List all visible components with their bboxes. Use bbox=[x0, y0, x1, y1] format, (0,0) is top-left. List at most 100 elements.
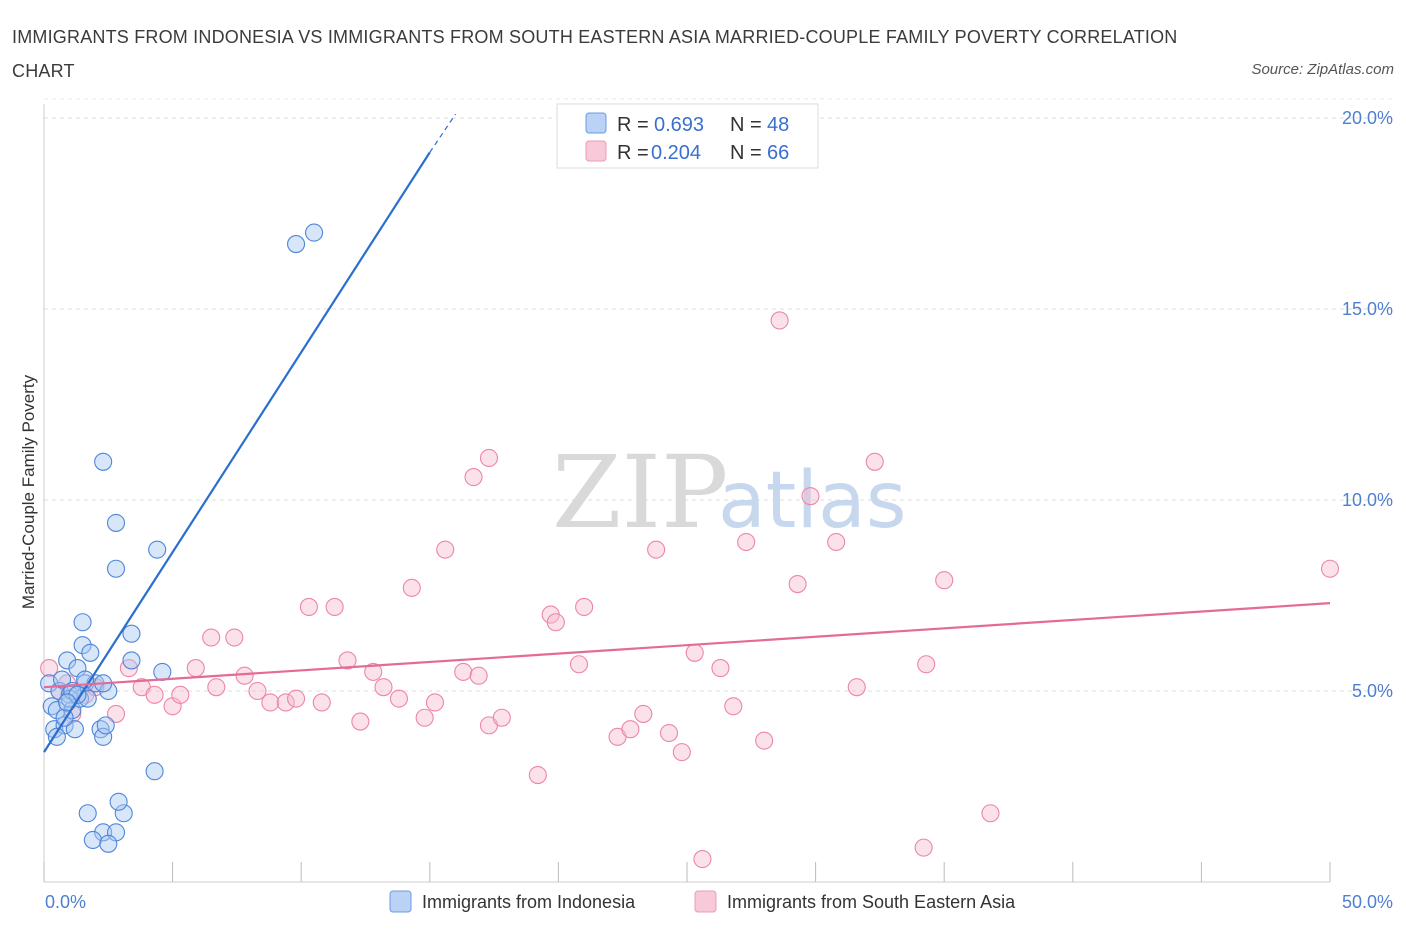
sea-point bbox=[528, 765, 547, 785]
sea-point bbox=[914, 838, 933, 857]
sea-point bbox=[171, 685, 190, 704]
indonesia-point bbox=[94, 727, 113, 746]
sea-point bbox=[202, 628, 221, 647]
sea-point bbox=[847, 678, 866, 697]
legend-n-label: N = bbox=[730, 142, 762, 164]
trend-line-sea bbox=[43, 602, 1331, 689]
sea-point bbox=[647, 540, 666, 559]
gridlines bbox=[44, 98, 1392, 692]
sea-point bbox=[106, 704, 126, 723]
x-tick-labels: 0.0% 50.0% bbox=[45, 892, 1393, 912]
x-tick-label: 50.0% bbox=[1342, 892, 1393, 912]
indonesia-point bbox=[58, 651, 77, 670]
sea-point bbox=[145, 685, 164, 704]
indonesia-point bbox=[47, 727, 66, 746]
indonesia-point bbox=[47, 701, 66, 720]
bottom-legend-swatch-indonesia bbox=[389, 890, 412, 913]
sea-point bbox=[276, 693, 295, 712]
sea-point bbox=[415, 708, 434, 727]
sea-point bbox=[207, 678, 226, 697]
watermark-atlas: atlas bbox=[718, 456, 907, 546]
sea-point bbox=[634, 704, 653, 723]
indonesia-point bbox=[109, 792, 128, 811]
sea-point bbox=[248, 681, 267, 701]
y-tick-label: 10.0% bbox=[1342, 490, 1393, 510]
sea-point bbox=[672, 743, 691, 762]
x-tick-label: 0.0% bbox=[45, 892, 86, 912]
sea-point bbox=[546, 613, 565, 632]
sea-point bbox=[711, 659, 730, 678]
indonesia-point bbox=[73, 613, 92, 632]
sea-point bbox=[755, 731, 774, 750]
legend-r-label: R = bbox=[617, 114, 649, 136]
sea-point bbox=[569, 655, 589, 674]
trend-line-indonesia-extension bbox=[429, 113, 457, 153]
legend-swatch-sea bbox=[585, 140, 607, 162]
legend-n-value: 48 bbox=[767, 114, 789, 136]
sea-point bbox=[479, 448, 499, 468]
sea-point bbox=[827, 532, 846, 552]
sea-point bbox=[402, 578, 421, 597]
y-tick-label: 15.0% bbox=[1342, 299, 1393, 319]
indonesia-point bbox=[99, 834, 118, 853]
sea-point bbox=[492, 708, 511, 727]
series-sea-points bbox=[40, 311, 1340, 869]
y-tick-labels: 5.0% 10.0% 15.0% 20.0% bbox=[1342, 108, 1393, 701]
chart-title: IMMIGRANTS FROM INDONESIA VS IMMIGRANTS … bbox=[12, 27, 1178, 81]
bottom-legend-label-sea: Immigrants from South Eastern Asia bbox=[727, 892, 1016, 912]
sea-point bbox=[425, 693, 444, 712]
indonesia-point bbox=[153, 662, 172, 681]
bottom-legend: Immigrants from Indonesia Immigrants fro… bbox=[389, 890, 1016, 913]
indonesia-point bbox=[81, 643, 100, 662]
indonesia-point bbox=[106, 513, 126, 532]
y-tick-label: 20.0% bbox=[1342, 108, 1393, 128]
indonesia-point bbox=[145, 762, 164, 781]
sea-point bbox=[261, 693, 280, 712]
legend-r-value: 0.693 bbox=[654, 114, 704, 136]
sea-point bbox=[935, 571, 954, 590]
bottom-legend-swatch-sea bbox=[694, 890, 717, 913]
sea-point bbox=[299, 597, 318, 617]
sea-point bbox=[801, 487, 820, 506]
sea-point bbox=[454, 662, 473, 681]
indonesia-point bbox=[287, 235, 306, 254]
indonesia-point bbox=[96, 716, 115, 735]
indonesia-point bbox=[305, 223, 324, 242]
trend-line-indonesia bbox=[43, 151, 431, 753]
indonesia-point bbox=[94, 452, 113, 471]
trend-lines bbox=[43, 113, 1331, 753]
sea-point bbox=[917, 655, 936, 674]
sea-point bbox=[325, 597, 344, 617]
sea-point bbox=[737, 532, 756, 552]
sea-point bbox=[788, 574, 807, 594]
indonesia-point bbox=[148, 540, 167, 559]
bottom-legend-label-indonesia: Immigrants from Indonesia bbox=[422, 892, 636, 912]
legend-n-value: 66 bbox=[767, 142, 789, 164]
sea-point bbox=[338, 651, 357, 670]
sea-point bbox=[659, 723, 679, 743]
indonesia-point bbox=[65, 720, 84, 739]
sea-point bbox=[312, 693, 331, 712]
sea-point bbox=[693, 850, 712, 869]
y-tick-label: 5.0% bbox=[1352, 681, 1393, 701]
sea-point bbox=[724, 697, 743, 716]
sea-point bbox=[1320, 559, 1340, 578]
watermark-zip: ZIP bbox=[552, 434, 728, 551]
indonesia-point bbox=[78, 804, 97, 823]
sea-point bbox=[225, 628, 244, 647]
y-axis-label: Married-Couple Family Poverty bbox=[19, 374, 38, 609]
sea-point bbox=[685, 643, 704, 662]
indonesia-point bbox=[114, 804, 133, 823]
indonesia-point bbox=[83, 830, 102, 850]
indonesia-point bbox=[122, 624, 141, 643]
source-credit: Source: ZipAtlas.com bbox=[1251, 61, 1394, 78]
indonesia-point bbox=[73, 636, 92, 655]
indonesia-point bbox=[94, 823, 113, 842]
sea-point bbox=[981, 804, 1000, 823]
sea-point bbox=[364, 662, 383, 681]
sea-point bbox=[865, 452, 884, 471]
sea-point bbox=[464, 468, 483, 487]
sea-point bbox=[40, 659, 59, 678]
sea-point bbox=[235, 666, 254, 685]
legend-r-value: 0.204 bbox=[651, 142, 701, 164]
